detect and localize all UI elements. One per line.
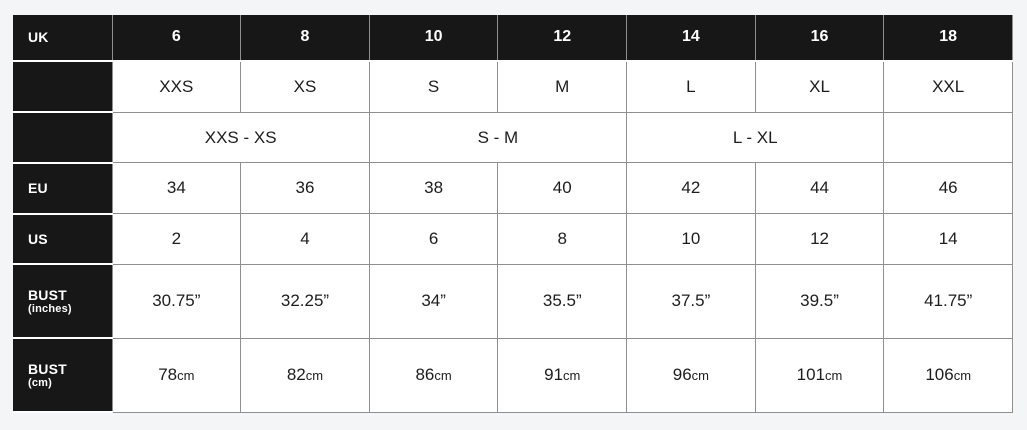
uk-size-header-cell: 16 bbox=[754, 15, 885, 62]
row-label-text: EU bbox=[28, 180, 48, 197]
alpha-size-cell: XL bbox=[754, 60, 885, 113]
bust-inches-cell: 30.75” bbox=[111, 263, 242, 339]
bust-cm-number: 101 bbox=[796, 365, 826, 384]
uk-size-header-cell: 18 bbox=[883, 15, 1013, 62]
row-label-bust-cm: BUST (cm) bbox=[13, 337, 113, 413]
row-label-empty bbox=[13, 59, 113, 114]
eu-size-cell: 40 bbox=[497, 162, 628, 215]
eu-size-cell: 34 bbox=[111, 162, 242, 215]
bust-cm-unit: cm bbox=[434, 368, 452, 383]
eu-size-row: EU 34 36 38 40 42 44 46 bbox=[13, 161, 1013, 215]
bust-cm-number: 91 bbox=[544, 365, 564, 384]
bust-inches-cell: 34” bbox=[368, 263, 499, 339]
row-label-text: UK bbox=[28, 29, 49, 46]
bust-cm-unit: cm bbox=[177, 368, 195, 383]
row-sublabel-text: (cm) bbox=[28, 376, 53, 389]
alpha-size-cell: S bbox=[368, 60, 499, 113]
bust-cm-cell: 82cm bbox=[240, 337, 370, 413]
row-label-text: US bbox=[28, 230, 48, 247]
us-size-cell: 6 bbox=[368, 213, 499, 265]
uk-size-header-cell: 14 bbox=[626, 15, 756, 62]
bust-cm-cell: 91cm bbox=[497, 337, 628, 413]
row-label-empty bbox=[13, 111, 113, 164]
size-group-row: XXS - XS S - M L - XL bbox=[13, 111, 1013, 164]
us-size-cell: 8 bbox=[497, 213, 628, 265]
size-group-cell-empty bbox=[883, 111, 1013, 164]
bust-inches-cell: 39.5” bbox=[754, 263, 885, 339]
alpha-size-cell: M bbox=[497, 60, 628, 113]
uk-header-row: UK 6 8 10 12 14 16 18 bbox=[13, 15, 1013, 62]
us-size-cell: 12 bbox=[754, 213, 885, 265]
row-label-bust-inches: BUST (inches) bbox=[13, 263, 113, 339]
row-label-uk: UK bbox=[13, 15, 113, 62]
us-size-cell: 4 bbox=[240, 213, 370, 265]
alpha-size-cell: XS bbox=[240, 60, 370, 113]
bust-inches-row: BUST (inches) 30.75” 32.25” 34” 35.5” 37… bbox=[13, 263, 1013, 339]
uk-size-header-cell: 6 bbox=[111, 15, 242, 62]
bust-cm-cell: 96cm bbox=[626, 337, 756, 413]
size-group-cell: L - XL bbox=[626, 111, 885, 164]
bust-cm-unit: cm bbox=[305, 368, 324, 383]
bust-cm-number: 106 bbox=[925, 365, 954, 384]
eu-size-cell: 44 bbox=[754, 162, 885, 215]
bust-inches-cell: 32.25” bbox=[240, 263, 370, 339]
us-size-cell: 2 bbox=[111, 213, 242, 265]
bust-cm-unit: cm bbox=[563, 368, 581, 383]
row-label-us: US bbox=[13, 212, 113, 266]
bust-cm-row: BUST (cm) 78cm 82cm 86cm 91cm 96cm 101cm… bbox=[13, 337, 1013, 413]
eu-size-cell: 36 bbox=[240, 162, 370, 215]
bust-cm-unit: cm bbox=[825, 368, 843, 383]
alpha-size-row: XXS XS S M L XL XXL bbox=[13, 59, 1013, 114]
alpha-size-cell: L bbox=[626, 60, 756, 113]
eu-size-cell: 42 bbox=[626, 162, 756, 215]
bust-inches-cell: 41.75” bbox=[883, 263, 1013, 339]
us-size-cell: 10 bbox=[626, 213, 756, 265]
eu-size-cell: 38 bbox=[368, 162, 499, 215]
alpha-size-cell: XXS bbox=[111, 60, 242, 113]
bust-inches-cell: 37.5” bbox=[626, 263, 756, 339]
uk-size-header-cell: 10 bbox=[368, 15, 499, 62]
size-chart-table: UK 6 8 10 12 14 16 18 XXS XS S M L XL XX… bbox=[13, 15, 1013, 413]
row-sublabel-text: (inches) bbox=[28, 302, 72, 315]
bust-cm-cell: 101cm bbox=[754, 337, 885, 413]
size-group-cell: S - M bbox=[368, 111, 628, 164]
uk-size-header-cell: 12 bbox=[497, 15, 628, 62]
us-size-row: US 2 4 6 8 10 12 14 bbox=[13, 212, 1013, 266]
size-group-cell: XXS - XS bbox=[111, 111, 370, 164]
us-size-cell: 14 bbox=[883, 213, 1013, 265]
bust-cm-cell: 106cm bbox=[883, 337, 1013, 413]
bust-cm-cell: 86cm bbox=[368, 337, 499, 413]
bust-cm-number: 82 bbox=[286, 365, 306, 384]
uk-size-header-cell: 8 bbox=[240, 15, 370, 62]
row-label-text: BUST bbox=[28, 286, 67, 303]
alpha-size-cell: XXL bbox=[883, 60, 1013, 113]
bust-inches-cell: 35.5” bbox=[497, 263, 628, 339]
row-label-eu: EU bbox=[13, 161, 113, 215]
eu-size-cell: 46 bbox=[883, 162, 1013, 215]
bust-cm-cell: 78cm bbox=[111, 337, 242, 413]
bust-cm-unit: cm bbox=[691, 368, 710, 383]
bust-cm-number: 86 bbox=[415, 365, 435, 384]
bust-cm-unit: cm bbox=[953, 368, 972, 383]
bust-cm-number: 78 bbox=[158, 365, 178, 384]
bust-cm-number: 96 bbox=[672, 365, 692, 384]
row-label-text: BUST bbox=[28, 360, 67, 377]
